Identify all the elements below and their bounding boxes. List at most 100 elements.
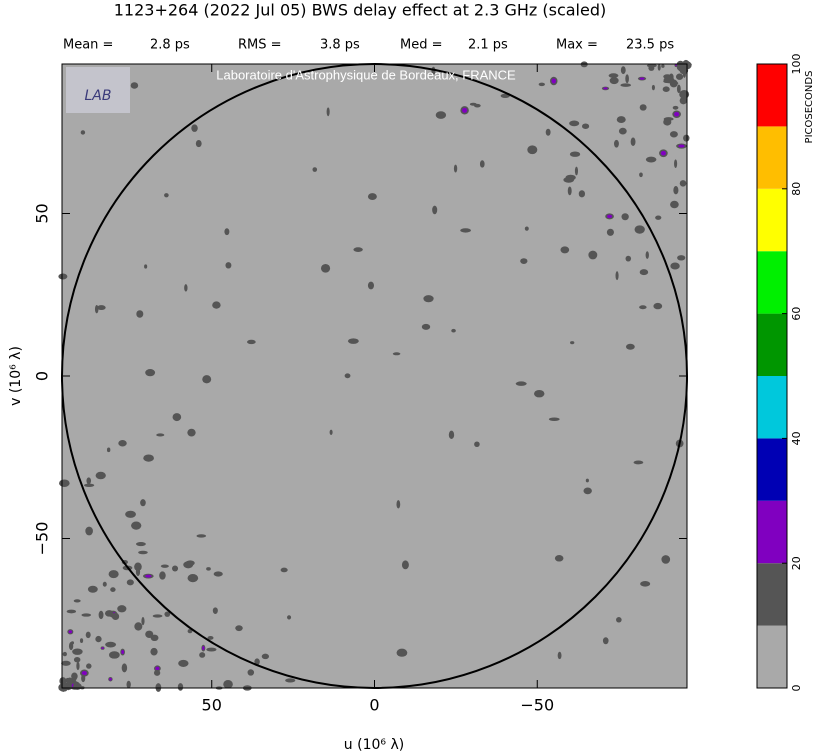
speckle [570, 341, 575, 345]
speckle [280, 567, 288, 573]
speckle [159, 571, 166, 580]
speckle [225, 262, 232, 269]
speckle [621, 213, 629, 221]
speckle [110, 587, 116, 592]
speckle [66, 677, 73, 686]
speckle [609, 77, 619, 85]
speckle [184, 284, 188, 292]
speckle [287, 615, 292, 620]
speckle [396, 648, 408, 657]
speckle-hot [639, 77, 645, 80]
speckle [657, 63, 661, 71]
speckle [235, 625, 243, 632]
speckle [554, 555, 564, 562]
speckle [223, 680, 233, 689]
speckle [185, 560, 195, 566]
plot-area: LAB Laboratoire d'Astrophysique de Bordea… [58, 59, 692, 692]
speckle [578, 190, 586, 198]
speckle [329, 429, 333, 435]
speckle [683, 134, 690, 142]
speckle [653, 302, 663, 310]
speckle [141, 617, 145, 626]
speckle [479, 160, 485, 168]
logo-box [66, 67, 130, 113]
speckle [144, 264, 148, 269]
speckle [582, 123, 590, 129]
y-tick-label: 0 [33, 371, 52, 381]
speckle [178, 659, 189, 667]
stat-label: Max = [556, 38, 598, 53]
speckle [608, 73, 619, 78]
speckle-hot [606, 214, 613, 219]
speckle [130, 82, 139, 89]
colorbar-bin [757, 126, 787, 189]
speckle [567, 186, 572, 196]
speckle [583, 487, 592, 495]
chart-title: 1123+264 (2022 Jul 05) BWS delay effect … [114, 1, 607, 20]
speckle [620, 83, 632, 87]
colorbar-tick-label: 60 [790, 307, 803, 321]
speckle [432, 205, 438, 215]
speckle [669, 131, 678, 138]
x-tick-label: −50 [520, 696, 554, 715]
speckle [58, 273, 68, 280]
stat-value: 2.1 ps [468, 38, 508, 53]
speckle [195, 139, 202, 148]
speckle [247, 339, 256, 345]
speckle [655, 215, 662, 220]
speckle [663, 118, 672, 126]
speckle [108, 651, 120, 659]
speckle [61, 660, 71, 666]
colorbar-bin [757, 313, 787, 376]
speckle [347, 338, 359, 344]
speckle-hot [674, 112, 680, 117]
speckle [326, 107, 330, 117]
speckle [639, 104, 647, 111]
speckle [344, 373, 351, 379]
speckle [85, 526, 93, 536]
speckle [474, 441, 480, 447]
speckle [224, 228, 230, 236]
speckle [515, 381, 527, 386]
speckle [206, 567, 211, 571]
stat-value: 3.8 ps [320, 38, 360, 53]
speckle [639, 305, 647, 310]
x-tick-label: 0 [369, 696, 379, 715]
stat-value: 23.5 ps [626, 38, 674, 53]
speckle [474, 103, 481, 108]
stat-value: 2.8 ps [150, 38, 190, 53]
speckle [367, 193, 377, 200]
speckle [625, 343, 635, 350]
speckle [585, 478, 589, 483]
speckle [145, 630, 154, 638]
speckle [435, 111, 447, 119]
speckle [630, 137, 636, 146]
speckle [145, 369, 156, 377]
speckle [131, 521, 142, 530]
speckle [602, 637, 609, 645]
speckle-hot [660, 150, 667, 156]
speckle [312, 167, 318, 172]
speckle [105, 641, 117, 648]
speckle [538, 82, 545, 87]
speckle [662, 86, 670, 92]
speckle [125, 510, 136, 518]
speckle [152, 614, 163, 618]
colorbar-bin [757, 625, 787, 688]
speckle [206, 647, 217, 652]
speckle [118, 440, 127, 447]
speckle [126, 680, 131, 689]
speckle [557, 651, 562, 660]
speckle [59, 677, 67, 686]
speckle [73, 680, 78, 686]
speckle-hot [101, 647, 104, 650]
speckle [212, 607, 218, 615]
colorbar-bin [757, 251, 787, 314]
speckle [423, 295, 434, 303]
speckle [520, 258, 528, 264]
speckle [153, 669, 161, 676]
speckle [177, 683, 184, 691]
speckle [134, 622, 143, 631]
speckle [95, 471, 106, 480]
